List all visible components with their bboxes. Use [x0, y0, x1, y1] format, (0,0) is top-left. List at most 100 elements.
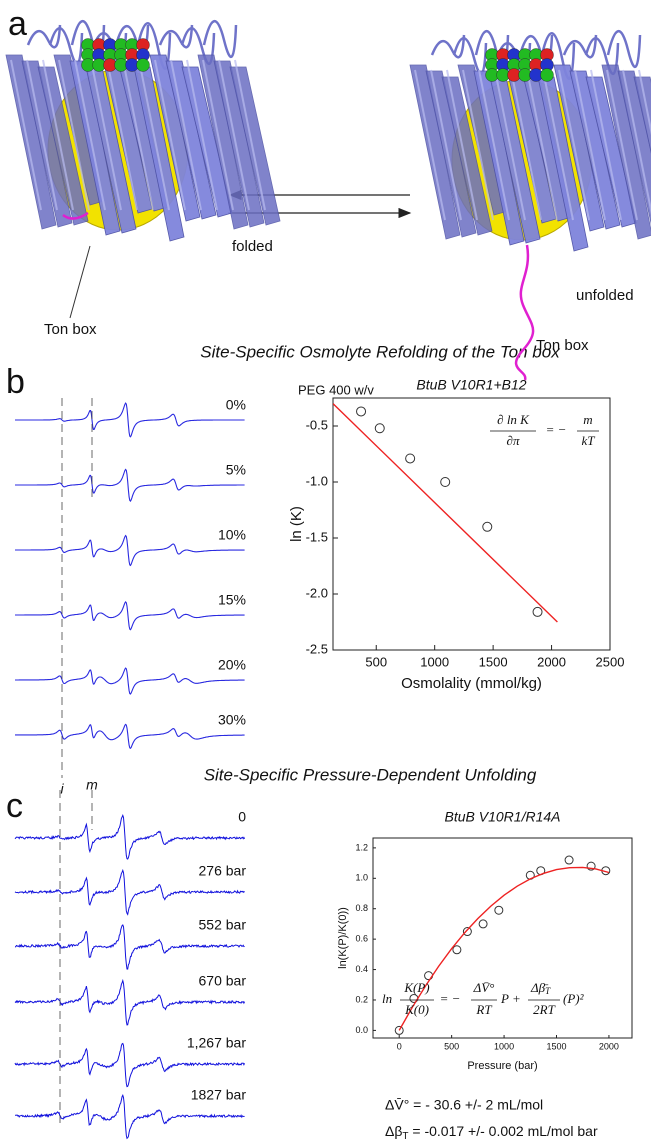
epr-spectrum	[14, 814, 246, 860]
x-tick-label: 500	[444, 1041, 459, 1051]
strand-highlight	[154, 59, 186, 211]
x-tick-label: 0	[397, 1041, 402, 1051]
equation-part: K(0)	[404, 1002, 429, 1017]
equation-part: RT	[475, 1002, 492, 1017]
beta-strand	[37, 66, 89, 226]
beta-strand	[633, 76, 651, 154]
protein-structure	[409, 29, 651, 381]
loop	[540, 32, 576, 80]
equation-part: kT	[582, 433, 596, 448]
strand-highlight	[186, 59, 218, 211]
strand-highlight	[10, 59, 42, 211]
equation-part: Δβ̄	[530, 980, 549, 995]
data-point	[586, 861, 596, 871]
data-point	[424, 971, 434, 981]
strand-highlight	[122, 59, 154, 211]
equation-part: Δβ̄T	[530, 980, 551, 996]
ligand-atom	[540, 68, 554, 82]
beta-strand	[69, 60, 121, 236]
x-axis-title: Osmolality (mmol/kg)	[401, 675, 542, 692]
strand-highlight	[42, 59, 74, 211]
x-tick-label: 1500	[546, 1041, 566, 1051]
plot-frame	[332, 397, 611, 651]
trace-label: 552 bar	[199, 917, 247, 933]
x-axis-title: Pressure (bar)	[467, 1060, 537, 1072]
strand-highlight	[26, 59, 58, 211]
x-tick-label: 1500	[479, 654, 508, 669]
epr-spectrum	[14, 1042, 246, 1088]
strand-highlight	[606, 69, 638, 221]
equation-part: ∂ ln K	[497, 412, 530, 427]
data-point	[532, 606, 543, 617]
strand-highlight	[510, 69, 542, 221]
loop	[562, 34, 598, 59]
panel-label: a	[8, 5, 27, 43]
epr-spectrum	[15, 468, 245, 502]
strand-highlight	[90, 59, 122, 211]
strand-highlight	[558, 69, 590, 221]
y-axis-title: ln(K(P)/K(0))	[337, 907, 349, 969]
trace-label: 5%	[226, 462, 246, 478]
equation-part: (P)²	[563, 991, 585, 1006]
epr-spectrum	[15, 601, 245, 631]
epr-spectrum	[14, 978, 246, 1026]
strand-highlight	[170, 59, 202, 211]
panel-label: b	[6, 363, 25, 401]
data-point	[394, 1025, 404, 1035]
trace-label: 1827 bar	[191, 1087, 247, 1103]
strand-highlight	[462, 69, 494, 221]
loop	[136, 22, 172, 70]
ligand-atom	[136, 58, 150, 72]
strand-highlight	[234, 59, 266, 211]
loop	[158, 24, 194, 49]
strand-highlight	[526, 69, 558, 221]
strand-highlight	[138, 59, 170, 211]
trace-label: 670 bar	[199, 973, 247, 989]
plot-frame	[372, 837, 633, 1039]
chart-title: BtuB V10R1/R14A	[445, 809, 561, 825]
loop	[26, 24, 62, 49]
equation-part: m	[583, 412, 592, 427]
y-tick-label: 0.2	[355, 994, 368, 1004]
strand-highlight	[414, 69, 446, 221]
legend-title: PEG 400 w/v	[298, 382, 374, 397]
x-tick-label: 2000	[537, 654, 566, 669]
strand-highlight	[202, 59, 234, 211]
equation-part: ∂π	[507, 433, 520, 448]
strand-highlight	[590, 69, 622, 221]
loop	[48, 27, 84, 66]
strand-highlight	[218, 59, 250, 211]
strand-highlight	[542, 69, 574, 221]
state-label: unfolded	[576, 287, 634, 304]
data-point	[462, 927, 472, 937]
trace-label: 10%	[218, 527, 246, 543]
trace-label: 0%	[226, 397, 246, 413]
trace-label: 0	[238, 809, 246, 825]
x-tick-label: 1000	[494, 1041, 514, 1051]
data-point	[452, 945, 462, 955]
loop	[452, 37, 488, 76]
x-tick-label: 500	[365, 654, 387, 669]
trace-label: 1,267 bar	[187, 1035, 246, 1051]
y-tick-label: -0.5	[306, 417, 328, 432]
ton-box-label: Ton box	[536, 337, 589, 354]
equation-part: ln	[382, 991, 392, 1006]
equation-part: ΔV̄°	[473, 980, 495, 995]
y-tick-label: 1.2	[355, 842, 368, 852]
equation-part: 2RT	[533, 1002, 555, 1017]
result: ΔV̄° = - 30.6 +/- 2 mL/mol	[385, 1097, 543, 1113]
data-point	[356, 406, 367, 417]
strand-highlight	[106, 59, 138, 211]
ton-box-label: Ton box	[44, 321, 97, 338]
strand-highlight	[622, 69, 651, 216]
equation-part: T	[545, 986, 551, 996]
epr-spectrum	[14, 924, 245, 970]
beta-strand	[617, 70, 651, 226]
epr-spectrum	[15, 723, 245, 750]
ton-box-tail	[514, 244, 535, 381]
y-tick-label: 0.0	[355, 1025, 368, 1035]
beta-strand	[229, 66, 281, 226]
equation-part: P +	[500, 991, 521, 1006]
state-label: folded	[232, 238, 273, 255]
